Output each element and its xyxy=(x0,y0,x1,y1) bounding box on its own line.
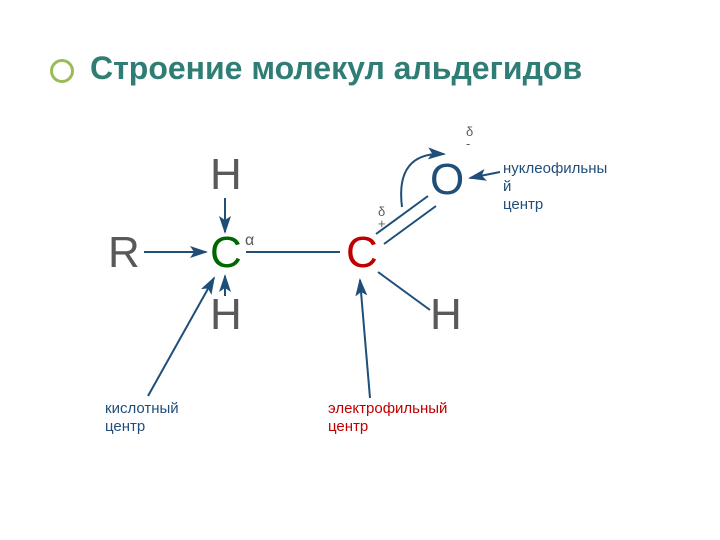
slide-title: Строение молекул альдегидов xyxy=(90,50,582,87)
bond-C2-H xyxy=(378,272,430,310)
atom-O: O xyxy=(430,155,464,205)
label-delta-plus: δ + xyxy=(378,206,386,230)
atom-H-top: H xyxy=(210,150,242,200)
title-bullet xyxy=(50,59,74,83)
atom-C2: C xyxy=(346,228,378,278)
ptr-nuc xyxy=(470,172,500,178)
atom-R: R xyxy=(108,228,140,278)
label-delta-minus: δ - xyxy=(466,126,473,150)
ptr-acid xyxy=(148,278,214,396)
slide: { "type": "diagram", "canvas": { "width"… xyxy=(0,0,720,540)
atom-H-right: H xyxy=(430,290,462,340)
annotation-acidic: кислотный центр xyxy=(105,400,179,436)
ptr-elec xyxy=(360,280,370,398)
bond-C2-O-b xyxy=(384,206,436,244)
annotation-electrophilic: электрофильный центр xyxy=(328,400,447,436)
atom-C1: C xyxy=(210,228,242,278)
annotation-nucleophilic: нуклеофильны й центр xyxy=(503,160,607,214)
atom-H-bot: H xyxy=(210,290,242,340)
label-alpha: α xyxy=(245,232,254,250)
